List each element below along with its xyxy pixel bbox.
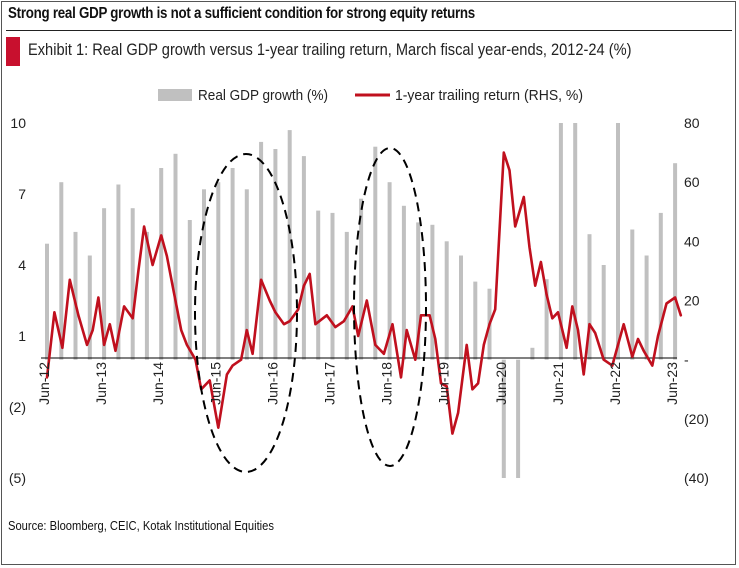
y-left-tick-label: 4 bbox=[18, 257, 26, 273]
x-tick-label: Jun-21 bbox=[550, 362, 566, 405]
highlight-ellipse-2018 bbox=[353, 147, 427, 467]
gdp-bar bbox=[658, 212, 663, 360]
y-right-tick-label: 60 bbox=[684, 174, 700, 190]
x-tick-label: Jun-12 bbox=[36, 362, 52, 405]
gdp-bar bbox=[202, 189, 206, 360]
gdp-bar bbox=[630, 229, 635, 360]
gdp-bar bbox=[159, 168, 164, 360]
y-left-tick-label: (5) bbox=[9, 470, 26, 486]
title-divider bbox=[6, 30, 732, 31]
y-right-tick-label: 80 bbox=[684, 115, 700, 131]
page-title: Strong real GDP growth is not a sufficie… bbox=[8, 5, 475, 22]
gdp-bar bbox=[59, 182, 64, 360]
x-tick-label: Jun-20 bbox=[493, 362, 509, 405]
return-line-layer bbox=[45, 151, 683, 435]
gdp-bar bbox=[187, 220, 192, 360]
y-right-tick-label: (20) bbox=[684, 411, 709, 427]
gdp-bar bbox=[673, 163, 678, 360]
highlight-ellipse-2015-16 bbox=[194, 153, 298, 473]
gdp-bar bbox=[459, 255, 463, 360]
gdp-bar bbox=[544, 279, 549, 360]
x-tick-label: Jun-23 bbox=[664, 362, 680, 405]
gdp-bar bbox=[373, 146, 378, 360]
gdp-bar bbox=[130, 208, 135, 360]
gdp-bar bbox=[45, 243, 49, 360]
gdp-bar bbox=[116, 184, 121, 360]
gdp-bar bbox=[587, 234, 592, 360]
x-tick-label: Jun-22 bbox=[607, 362, 623, 405]
gdp-bar bbox=[573, 123, 578, 360]
x-tick-label: Jun-18 bbox=[379, 362, 395, 405]
gdp-bar bbox=[401, 205, 406, 360]
gdp-bar bbox=[558, 123, 563, 360]
y-left-tick-label: 7 bbox=[18, 186, 26, 202]
gdp-bars bbox=[45, 123, 678, 478]
return-line bbox=[45, 151, 683, 435]
gdp-bar bbox=[601, 265, 606, 360]
gdp-bar bbox=[273, 149, 278, 360]
annotation-layer bbox=[194, 147, 427, 473]
gdp-bar bbox=[359, 198, 364, 360]
y-left-tick-label: 1 bbox=[18, 328, 26, 344]
x-tick-label: Jun-13 bbox=[93, 362, 109, 405]
gdp-bar bbox=[73, 231, 78, 360]
gdp-bar bbox=[173, 153, 178, 360]
x-tick-label: Jun-17 bbox=[322, 362, 338, 405]
y-right-tick-label: 40 bbox=[684, 233, 700, 249]
gdp-bar bbox=[316, 210, 321, 360]
y-left-tick-label: 10 bbox=[10, 115, 26, 131]
legend: Real GDP growth (%) 1-year trailing retu… bbox=[158, 87, 583, 104]
gdp-bar bbox=[301, 156, 306, 360]
legend-swatch-gdp bbox=[158, 89, 192, 101]
gdp-bar bbox=[330, 212, 335, 360]
gdp-bar bbox=[230, 168, 235, 360]
gdp-bar bbox=[530, 347, 535, 360]
x-tick-label: Jun-14 bbox=[150, 362, 166, 405]
gdp-bar bbox=[644, 255, 649, 360]
gdp-bar bbox=[430, 224, 435, 360]
exhibit-accent-bar bbox=[6, 37, 20, 66]
y-right-tick-label: - bbox=[684, 352, 689, 368]
source-note: Source: Bloomberg, CEIC, Kotak Instituti… bbox=[8, 518, 274, 533]
x-tick-label: Jun-15 bbox=[207, 362, 223, 405]
gdp-bar bbox=[244, 189, 249, 360]
x-tick-label: Jun-16 bbox=[264, 362, 280, 405]
gdp-bar bbox=[216, 182, 221, 360]
legend-label-return: 1-year trailing return (RHS, %) bbox=[395, 87, 583, 104]
gdp-bar bbox=[501, 359, 506, 478]
gdp-bar bbox=[287, 130, 292, 360]
gdp-bar bbox=[616, 123, 620, 360]
gdp-bar bbox=[516, 359, 521, 478]
gdp-bar bbox=[87, 255, 92, 360]
gdp-bar bbox=[102, 208, 107, 360]
y-right-tick-label: 20 bbox=[684, 293, 700, 309]
tick-labels: 10 7 4 1 (2) (5) 80 60 40 20 - (20) (40) Jun-12 Jun-13… bbox=[9, 115, 709, 486]
gdp-bar bbox=[144, 231, 149, 360]
x-tick-label: Jun-19 bbox=[436, 362, 452, 405]
exhibit-title: Exhibit 1: Real GDP growth versus 1-year… bbox=[28, 40, 632, 59]
gdp-bar bbox=[444, 241, 449, 360]
y-left-tick-label: (2) bbox=[9, 399, 26, 415]
y-right-tick-label: (40) bbox=[684, 470, 709, 486]
gdp-bar bbox=[387, 182, 392, 360]
legend-label-gdp: Real GDP growth (%) bbox=[198, 87, 328, 104]
gdp-bar bbox=[416, 222, 421, 360]
gdp-bar bbox=[259, 141, 264, 360]
gdp-bar bbox=[473, 281, 478, 360]
gdp-bar bbox=[344, 231, 349, 360]
